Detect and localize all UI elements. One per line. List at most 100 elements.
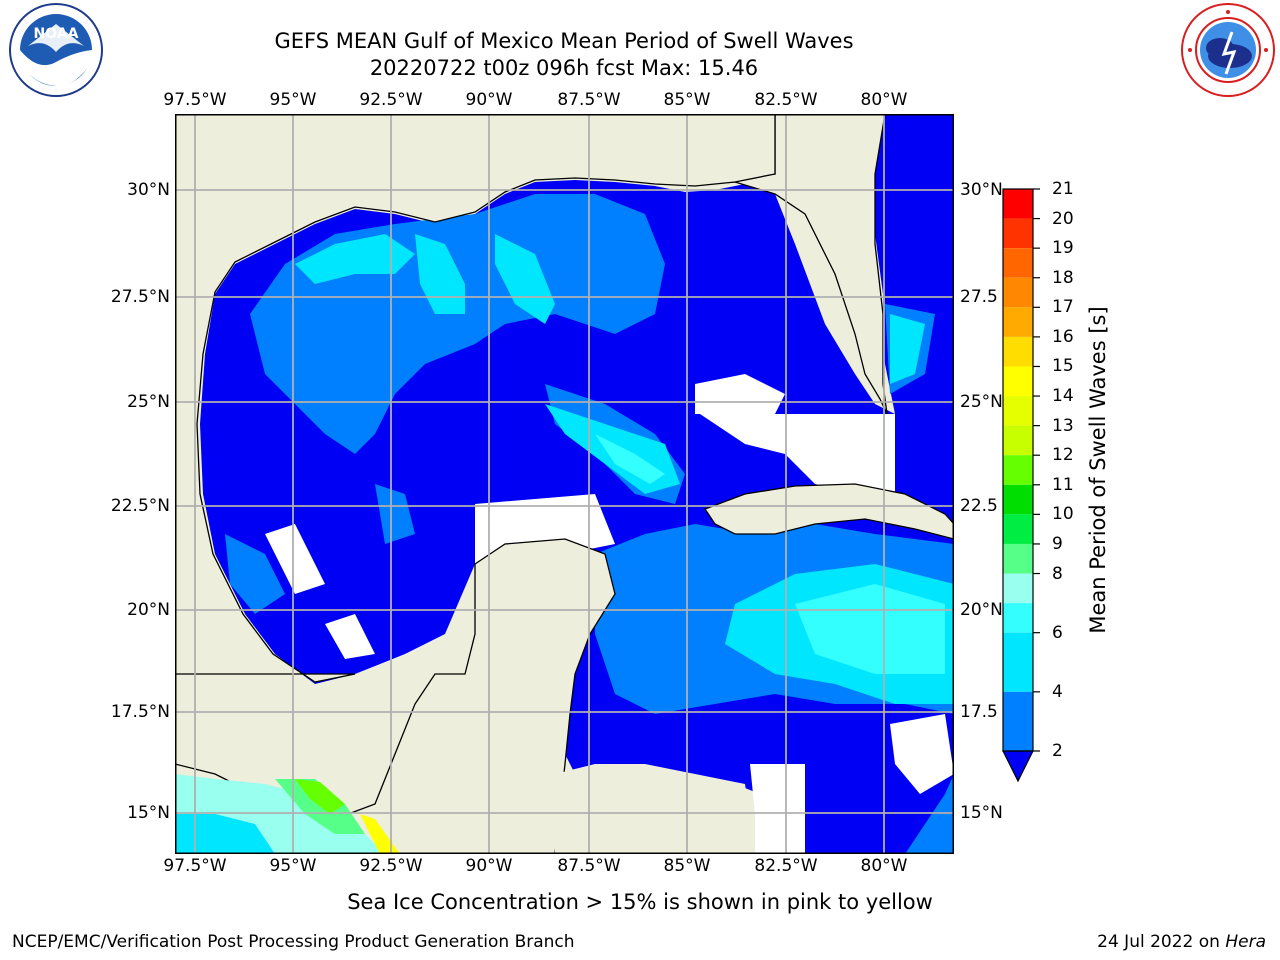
lon-label-top: 80°W	[860, 90, 908, 110]
colorbar-band	[1003, 573, 1033, 604]
colorbar	[1002, 188, 1040, 783]
colorbar-tick-label: 11	[1052, 474, 1074, 495]
lat-label-right: 15°N	[960, 803, 1003, 823]
colorbar-band	[1003, 543, 1033, 574]
colorbar-band	[1003, 396, 1033, 426]
contour-band-2-4	[375, 484, 415, 544]
chart-title: GEFS MEAN Gulf of Mexico Mean Period of …	[274, 29, 854, 53]
lat-label-left: 27.5°N	[110, 287, 170, 307]
map-panel	[175, 114, 954, 854]
footer-date-text: 24 Jul 2022 on	[1097, 932, 1226, 952]
noaa-logo-icon: NOAA	[9, 3, 103, 97]
colorbar-tick-label: 17	[1052, 297, 1074, 318]
lat-label-left: 15°N	[127, 803, 170, 823]
sea-ice-note: Sea Ice Concentration > 15% is shown in …	[347, 890, 933, 914]
no-data-area	[325, 614, 375, 659]
footer-machine: Hera	[1225, 932, 1266, 952]
lon-label-bottom: 80°W	[860, 856, 908, 876]
pacific-band-11-12	[295, 779, 345, 814]
contour-band-2-4	[225, 534, 285, 614]
graticule	[175, 114, 954, 854]
central-america-land	[555, 764, 755, 854]
pacific-band-14-15	[360, 814, 400, 854]
colorbar-band	[1003, 514, 1033, 544]
colorbar-tick-label: 16	[1052, 326, 1074, 347]
noaa-logo: NOAA	[8, 2, 104, 98]
no-data-area	[265, 524, 325, 594]
lon-label-bottom: 95°W	[269, 856, 317, 876]
contour-band-2-4	[905, 774, 954, 854]
lat-label-right: 27.5	[960, 287, 998, 307]
colorbar-band	[1003, 307, 1033, 337]
lon-label-top: 92.5°W	[359, 90, 423, 110]
colorbar-band	[1003, 336, 1033, 367]
lon-label-top: 85°W	[663, 90, 711, 110]
colorbar-tick-label: 15	[1052, 356, 1074, 377]
no-data-area	[695, 374, 785, 414]
colorbar-frame	[1002, 188, 1034, 752]
colorbar-bands	[1003, 189, 1033, 751]
cuba-land	[704, 483, 954, 540]
lon-label-top: 82.5°W	[754, 90, 818, 110]
lon-label-bottom: 82.5°W	[754, 856, 818, 876]
lon-label-top: 95°W	[269, 90, 317, 110]
lat-label-left: 22.5°N	[110, 496, 170, 516]
no-data-area	[700, 414, 895, 494]
colorbar-under-triangle	[1002, 750, 1034, 783]
contour-band-6-7	[595, 434, 665, 484]
colorbar-band	[1003, 366, 1033, 397]
lon-label-top: 87.5°W	[557, 90, 621, 110]
lat-label-right: 30°N	[960, 180, 1003, 200]
lat-label-left: 20°N	[127, 600, 170, 620]
us-gulf-coast-land	[175, 114, 776, 683]
lat-label-right: 20°N	[960, 600, 1003, 620]
contour-band-4-6	[890, 314, 925, 384]
footer-date: 24 Jul 2022 on Hera	[1097, 932, 1266, 952]
lon-label-top: 90°W	[465, 90, 513, 110]
colorbar-tick-label: 10	[1052, 504, 1074, 525]
colorbar-band	[1003, 632, 1033, 692]
colorbar-band	[1003, 277, 1033, 308]
colorbar-tick-label: 13	[1052, 415, 1074, 436]
colorbar-tick-label: 6	[1052, 622, 1063, 643]
florida-land	[684, 114, 888, 415]
yucatan-land	[175, 538, 616, 854]
contour-band-4-6	[415, 234, 465, 314]
map-frame	[175, 114, 954, 854]
lon-label-bottom: 87.5°W	[557, 856, 621, 876]
colorbar-band	[1003, 484, 1033, 515]
lat-label-left: 30°N	[127, 180, 170, 200]
colorbar-tick-label: 2	[1052, 741, 1063, 761]
lat-label-left: 25°N	[127, 392, 170, 412]
no-data-area	[750, 764, 805, 854]
lon-label-bottom: 90°W	[465, 856, 513, 876]
colorbar-band	[1003, 691, 1033, 751]
no-data-area	[890, 714, 954, 794]
colorbar-title: Mean Period of Swell Waves [s]	[1086, 306, 1110, 634]
colorbar-tick-label: 12	[1052, 445, 1074, 466]
colorbar-tick-label: 19	[1052, 238, 1074, 259]
colorbar-tick-label: 4	[1052, 681, 1063, 702]
colorbar-band	[1003, 603, 1033, 633]
colorbar-tick-label: 9	[1052, 533, 1063, 554]
lon-label-top: 97.5°W	[163, 90, 227, 110]
colorbar-ticks	[1033, 188, 1040, 752]
lon-label-bottom: 92.5°W	[359, 856, 423, 876]
noaa-logo-text: NOAA	[34, 26, 79, 42]
colorbar-band	[1003, 425, 1033, 456]
colorbar-tick-label: 14	[1052, 386, 1074, 407]
nws-logo	[1180, 2, 1276, 98]
colorbar-tick-label: 18	[1052, 267, 1074, 288]
colorbar-band	[1003, 189, 1033, 219]
colorbar-tick-label: 21	[1052, 179, 1074, 199]
contour-band-4-6	[295, 234, 415, 284]
nws-logo-icon	[1181, 3, 1275, 97]
lon-label-bottom: 97.5°W	[163, 856, 227, 876]
lat-label-right: 17.5	[960, 702, 998, 722]
colorbar-band	[1003, 455, 1033, 485]
lon-label-bottom: 85°W	[663, 856, 711, 876]
colorbar-tick-label: 20	[1052, 208, 1074, 229]
chart-subtitle: 20220722 t00z 096h fcst Max: 15.46	[369, 56, 759, 80]
contour-band-4-6	[495, 234, 555, 324]
lat-label-left: 17.5°N	[110, 702, 170, 722]
